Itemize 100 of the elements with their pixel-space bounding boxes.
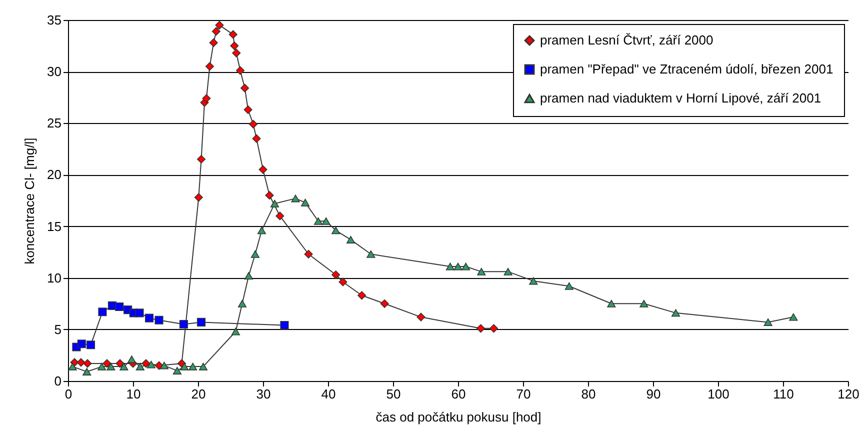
point <box>300 198 310 206</box>
y-tick-label: 15 <box>47 218 62 234</box>
point <box>252 134 261 143</box>
point <box>789 313 798 321</box>
point <box>202 94 211 103</box>
point <box>86 340 96 350</box>
point <box>205 62 214 71</box>
point <box>291 194 300 202</box>
x-tick-label: 40 <box>321 386 336 402</box>
y-tick-label: 35 <box>47 12 62 28</box>
x-axis-title: čas od počátku pokusu [hod] <box>376 410 542 424</box>
point <box>332 270 340 280</box>
point <box>476 324 486 333</box>
point <box>68 362 77 370</box>
point <box>248 120 258 128</box>
point <box>244 272 253 280</box>
x-tick-label: 110 <box>773 386 794 402</box>
point <box>144 314 154 322</box>
point <box>198 362 208 370</box>
y-tick-label: 5 <box>54 322 62 337</box>
x-tick-label: 30 <box>256 386 271 402</box>
point <box>244 105 252 114</box>
point <box>529 277 538 285</box>
point <box>380 299 389 308</box>
point <box>238 300 246 308</box>
point <box>236 66 245 75</box>
x-tick-label: 120 <box>838 386 860 402</box>
point <box>209 38 218 47</box>
x-tick-label: 70 <box>516 386 531 402</box>
point <box>160 362 168 370</box>
point <box>212 27 220 36</box>
x-tick-label: 80 <box>581 386 596 402</box>
y-tick-label: 20 <box>47 167 62 182</box>
point <box>258 165 268 174</box>
point <box>188 362 198 370</box>
point <box>764 318 772 326</box>
point <box>462 262 470 270</box>
legend-label: pramen nad viaduktem v Horní Lipové, září 2001 <box>540 90 822 106</box>
point <box>314 217 323 225</box>
point <box>76 358 86 367</box>
x-tick-label: 100 <box>708 386 730 402</box>
point <box>346 236 356 244</box>
point <box>232 48 241 58</box>
x-tick-label: 0 <box>64 386 72 402</box>
point <box>196 318 206 326</box>
point <box>257 226 266 234</box>
point <box>83 359 92 368</box>
point <box>120 362 128 370</box>
x-tick-label: 50 <box>386 386 401 402</box>
point <box>135 308 144 318</box>
point <box>671 309 680 317</box>
x-tick-label: 10 <box>126 386 141 402</box>
point <box>250 250 260 258</box>
point <box>446 262 454 270</box>
x-tick-label: 60 <box>451 386 466 402</box>
y-tick-label: 30 <box>47 64 62 80</box>
legend-label: pramen Lesní Čtvrť, září 2000 <box>540 32 714 48</box>
legend-label: pramen "Přepad" ve Ztraceném údolí, březen 2001 <box>540 62 834 76</box>
y-axis-title: koncentrace Cl- [mg/l] <box>22 138 38 264</box>
point <box>154 316 164 324</box>
y-tick-label: 25 <box>47 116 62 131</box>
point <box>477 268 486 276</box>
point <box>607 300 616 308</box>
point <box>180 362 189 370</box>
point <box>322 217 330 225</box>
point <box>416 312 426 322</box>
x-tick-label: 20 <box>191 386 206 402</box>
point <box>98 362 106 370</box>
point <box>454 262 462 270</box>
point <box>127 356 136 364</box>
point <box>265 191 274 200</box>
point <box>196 154 206 164</box>
point <box>240 84 250 92</box>
point <box>194 193 203 202</box>
point <box>332 226 340 234</box>
y-tick-label: 10 <box>47 270 62 286</box>
point <box>82 368 92 376</box>
point <box>142 359 150 368</box>
point <box>106 362 116 370</box>
point <box>366 250 376 258</box>
point <box>231 328 240 336</box>
point <box>230 42 239 50</box>
point <box>489 324 498 333</box>
point <box>179 320 188 329</box>
point <box>98 308 107 316</box>
point <box>640 300 648 308</box>
point <box>77 340 86 348</box>
point <box>564 282 574 290</box>
point <box>304 250 313 258</box>
point <box>276 212 284 220</box>
point <box>115 302 124 312</box>
y-tick-label: 0 <box>54 374 62 388</box>
point <box>228 30 238 39</box>
point <box>504 268 512 276</box>
point <box>146 360 156 368</box>
point <box>358 291 366 300</box>
point <box>338 278 348 286</box>
x-tick-label: 90 <box>646 386 661 402</box>
point <box>215 20 224 30</box>
point <box>280 321 289 330</box>
